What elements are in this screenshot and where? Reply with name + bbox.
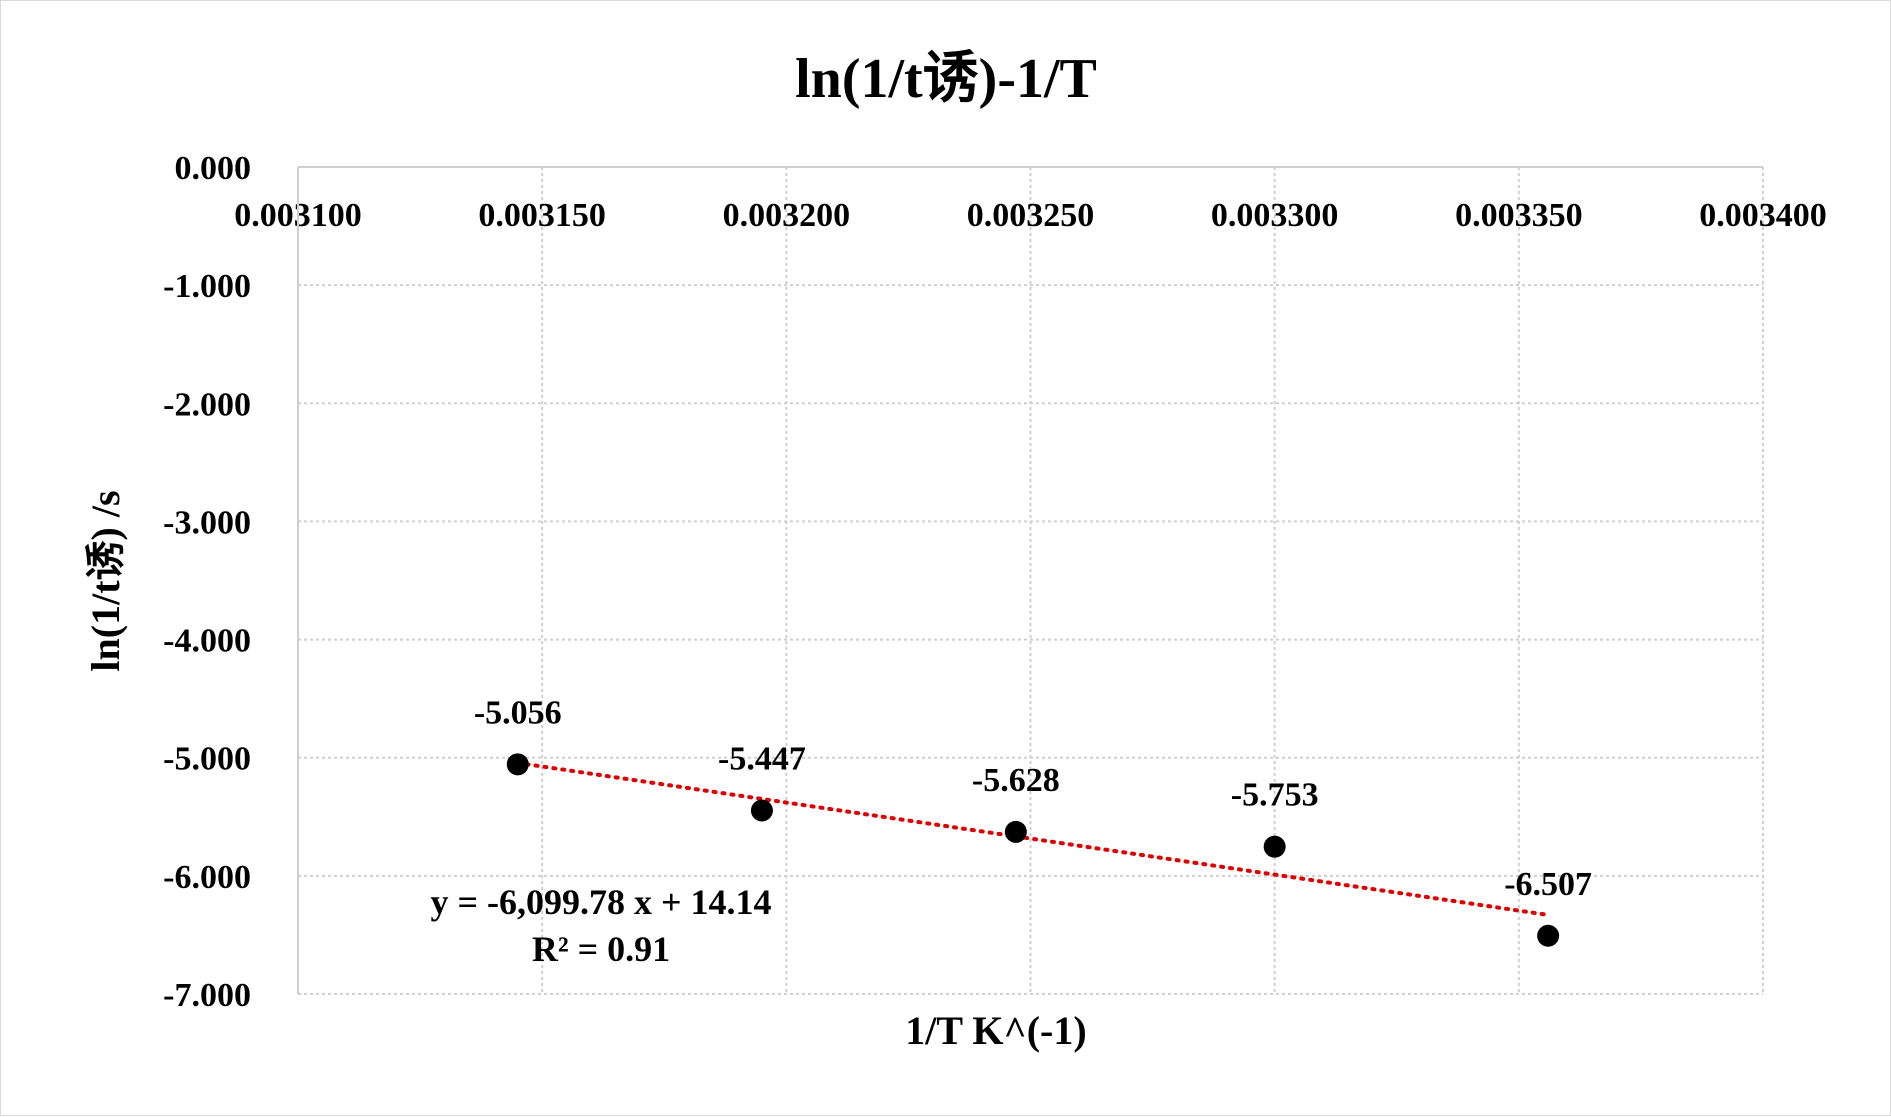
data-point [1263, 835, 1286, 858]
trendline-layer [515, 760, 1551, 917]
x-tick-label: 0.003350 [1455, 197, 1583, 234]
trendline [515, 760, 1551, 917]
data-label: -5.056 [474, 694, 562, 731]
trendline-r-squared: R² = 0.91 [532, 929, 670, 969]
data-label: -5.628 [972, 762, 1060, 799]
data-label: -6.507 [1504, 866, 1592, 903]
y-tick-label: 0.000 [175, 150, 252, 187]
y-tick-label: -7.000 [163, 977, 251, 1014]
data-point [506, 753, 529, 776]
data-label: -5.447 [718, 741, 806, 778]
x-tick-label: 0.003250 [967, 197, 1095, 234]
y-tick-label: -4.000 [163, 623, 251, 660]
data-label: -5.753 [1231, 777, 1319, 814]
x-tick-label: 0.003150 [478, 197, 606, 234]
grid-layer [297, 167, 1764, 995]
axis-layer: 0.003100 0.003150 0.003200 0.003250 0.003300… [163, 150, 1827, 1014]
x-axis-title: 1/T K^(-1) [905, 1008, 1086, 1053]
y-tick-label: -2.000 [163, 386, 251, 423]
x-tick-label: 0.003400 [1699, 197, 1827, 234]
y-tick-label: -1.000 [163, 268, 251, 305]
y-tick-label: -6.000 [163, 859, 251, 896]
y-tick-label: -3.000 [163, 504, 251, 541]
y-tick-label: -5.000 [163, 741, 251, 778]
data-point [750, 799, 773, 822]
data-point-layer [506, 753, 1560, 947]
x-tick-label: 0.003300 [1211, 197, 1339, 234]
data-label-layer: -5.056 -5.447 -5.628 -5.753 -6.507 [474, 694, 1592, 902]
data-point [1004, 820, 1027, 843]
chart-title: ln(1/t诱)-1/T [795, 48, 1097, 110]
data-point [1537, 924, 1560, 947]
x-tick-label: 0.003200 [723, 197, 851, 234]
trendline-equation: y = -6,099.78 x + 14.14 [430, 882, 771, 922]
y-axis-title: ln(1/t诱) /s [83, 490, 128, 671]
